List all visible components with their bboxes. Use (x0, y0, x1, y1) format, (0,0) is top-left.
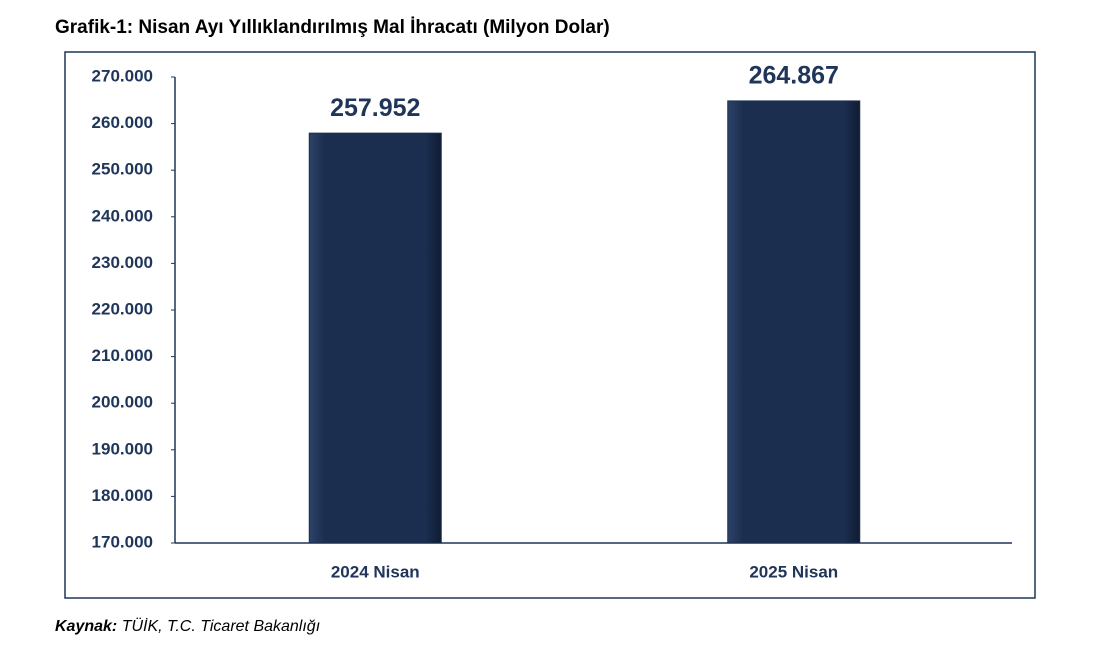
y-tick-label: 270.000 (92, 66, 153, 85)
source-note: Kaynak: TÜİK, T.C. Ticaret Bakanlığı (55, 616, 320, 635)
y-tick-label: 210.000 (92, 346, 153, 365)
y-tick-label: 170.000 (92, 532, 153, 551)
y-tick-label: 190.000 (92, 439, 153, 458)
y-tick-label: 240.000 (92, 206, 153, 225)
y-tick-label: 260.000 (92, 113, 153, 132)
y-tick-label: 180.000 (92, 486, 153, 505)
x-tick-label: 2024 Nisan (331, 562, 420, 581)
value-label: 257.952 (330, 94, 420, 122)
bar (308, 132, 442, 544)
value-label: 264.867 (749, 62, 839, 90)
source-label: Kaynak: (55, 618, 117, 635)
y-tick-label: 250.000 (92, 160, 153, 179)
y-tick-label: 200.000 (92, 393, 153, 412)
chart-frame (64, 51, 1036, 599)
source-text: TÜİK, T.C. Ticaret Bakanlığı (122, 616, 320, 635)
y-tick-label: 220.000 (92, 299, 153, 318)
y-tick-label: 230.000 (92, 253, 153, 272)
x-tick-label: 2025 Nisan (749, 562, 838, 581)
chart-title: Grafik-1: Nisan Ayı Yıllıklandırılmış Ma… (55, 17, 610, 38)
bar (727, 100, 861, 544)
